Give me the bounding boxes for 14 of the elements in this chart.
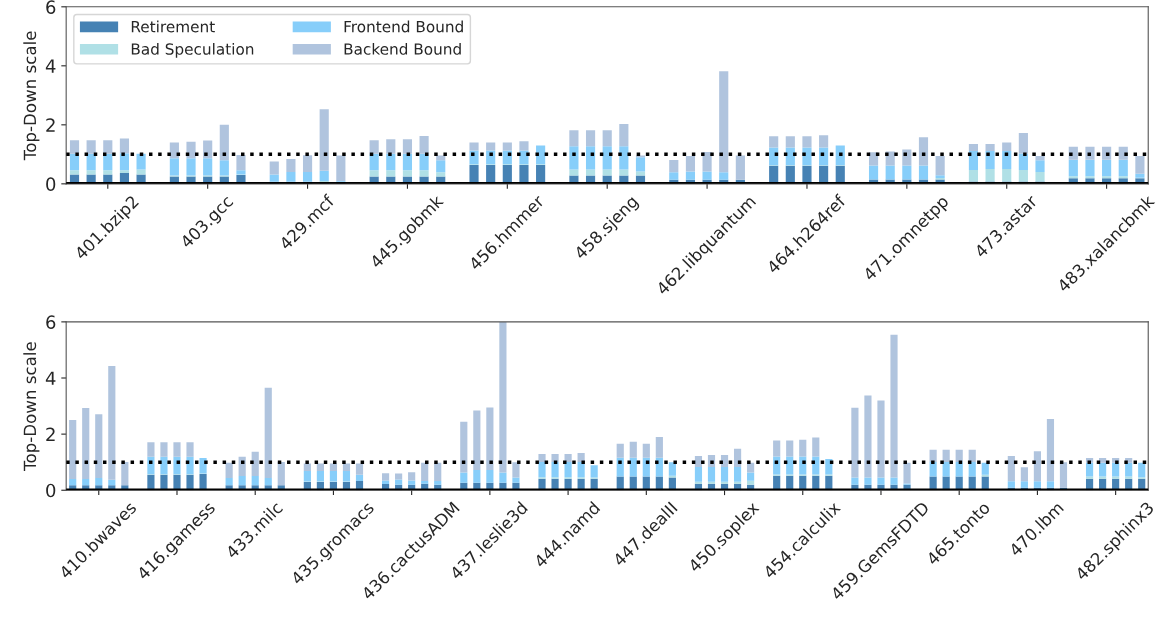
y-tick-label: 6	[46, 315, 56, 329]
legend-label: Backend Bound	[344, 42, 461, 55]
y-tick-label: 6	[46, 0, 56, 14]
legend-label: Frontend Bound	[344, 20, 463, 33]
legend-label: Retirement	[131, 20, 215, 33]
y-axis-title: Top-Down scale	[23, 342, 40, 471]
y-tick-label: 2	[46, 427, 55, 441]
y-tick-label: 0	[46, 177, 56, 191]
y-axis-title: Top-Down scale	[23, 31, 40, 161]
y-tick-label: 4	[45, 59, 56, 73]
y-tick-label: 2	[46, 118, 55, 132]
legend-label: Bad Speculation	[131, 42, 254, 58]
y-tick-label: 4	[45, 371, 56, 385]
y-tick-label: 0	[46, 483, 56, 498]
